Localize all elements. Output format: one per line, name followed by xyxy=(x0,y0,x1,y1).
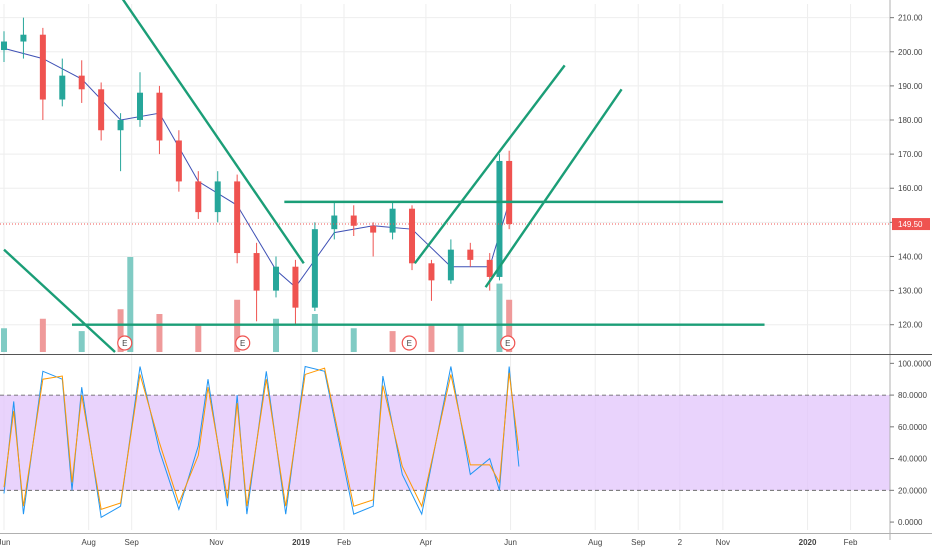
candle-body xyxy=(370,225,377,233)
candle-body xyxy=(175,140,182,182)
volume-bar xyxy=(457,325,464,352)
price-tick-label: 160.00 xyxy=(898,184,923,193)
candle-body xyxy=(98,89,105,131)
volume-bar xyxy=(428,323,435,352)
trendline[interactable] xyxy=(413,64,566,265)
volume-bar xyxy=(496,283,503,352)
stochastic-tick-label: 60.0000 xyxy=(898,423,927,432)
current-price-box[interactable] xyxy=(892,218,930,231)
candle-body xyxy=(195,181,202,213)
candle-body xyxy=(496,160,503,277)
candle-body xyxy=(389,208,396,233)
stochastic-tick-label: 80.0000 xyxy=(898,391,927,400)
time-tick-label: Sep xyxy=(631,538,646,547)
candle-body xyxy=(78,75,85,90)
stochastic-tick-label: 20.0000 xyxy=(898,486,927,495)
time-tick-label: Aug xyxy=(588,538,602,547)
time-tick-label: 2 xyxy=(678,538,683,547)
trendline[interactable] xyxy=(484,88,623,288)
volume-bar xyxy=(39,318,46,352)
trendline[interactable] xyxy=(3,248,116,353)
price-tick-label: 200.00 xyxy=(898,48,923,57)
trendlines[interactable] xyxy=(3,0,765,353)
candle-body xyxy=(117,120,124,131)
time-tick-label: Apr xyxy=(420,538,433,547)
trendline[interactable] xyxy=(89,0,305,264)
candle-body xyxy=(273,266,280,291)
volume-bar xyxy=(117,309,124,352)
earnings-marker-label: E xyxy=(240,339,245,348)
earnings-marker[interactable] xyxy=(500,335,516,351)
candle-body xyxy=(156,92,163,141)
stochastic-line xyxy=(3,367,520,511)
time-tick-label: Nov xyxy=(716,538,730,547)
candle-body xyxy=(214,181,221,213)
time-tick-label: Feb xyxy=(844,538,858,547)
time-tick-label: Jun xyxy=(504,538,517,547)
earnings-marker[interactable] xyxy=(235,335,251,351)
candle-body xyxy=(20,34,27,42)
time-axis[interactable]: Jun Aug Sep Nov 2019 Feb Apr Jun Aug Sep 2 Nov 2020 F… xyxy=(0,538,858,547)
candle-body xyxy=(428,263,435,281)
time-tick-label: 2020 xyxy=(799,538,817,547)
candle-body xyxy=(447,249,454,281)
price-tick-label: 120.00 xyxy=(898,321,923,330)
time-tick-label: Nov xyxy=(209,538,223,547)
earnings-marker-label: E xyxy=(505,339,510,348)
price-tick-label: 210.00 xyxy=(898,14,923,23)
current-price-label: 149.50 xyxy=(898,220,923,229)
price-tick-label: 180.00 xyxy=(898,116,923,125)
overbought-oversold-band xyxy=(0,395,890,491)
candle-body xyxy=(409,208,416,264)
earnings-marker-label: E xyxy=(122,339,127,348)
candle-body xyxy=(137,92,144,120)
earnings-marker[interactable] xyxy=(117,335,133,351)
candle-body xyxy=(331,215,338,230)
price-tick-label: 140.00 xyxy=(898,252,923,261)
volume-bar xyxy=(273,318,280,352)
stochastic-tick-label: 0.0000 xyxy=(898,518,923,527)
stochastic-lines xyxy=(3,365,520,519)
price-tick-label: 190.00 xyxy=(898,82,923,91)
stochastic-tick-label: 40.0000 xyxy=(898,455,927,464)
candle-body xyxy=(253,253,260,291)
volume-bar xyxy=(156,314,163,352)
price-tick-label: 130.00 xyxy=(898,287,923,296)
stochastic-band xyxy=(0,394,890,491)
candle-body xyxy=(292,266,299,308)
volume-bar xyxy=(389,331,396,352)
candle-body xyxy=(467,249,474,260)
time-tick-label: Jun xyxy=(0,538,10,547)
time-tick-label: Sep xyxy=(125,538,140,547)
price-tick-label: 170.00 xyxy=(898,150,923,159)
time-tick-label: Feb xyxy=(337,538,351,547)
volume-bar xyxy=(127,257,134,352)
candle-body xyxy=(234,181,241,254)
candle-body xyxy=(311,229,318,308)
time-tick-label: 2019 xyxy=(292,538,310,547)
candle-body xyxy=(486,259,493,277)
volume-bar xyxy=(195,323,202,352)
volume-bar xyxy=(350,328,357,352)
price-axis[interactable]: 120.00130.00140.00150.00160.00170.00180.… xyxy=(890,14,930,330)
volume-bar xyxy=(1,328,7,352)
stochastic-axis[interactable]: 0.0000 20.0000 40.0000 60.0000 80.0000 100.00… xyxy=(890,359,932,527)
volume-bar xyxy=(78,331,85,352)
earnings-marker[interactable] xyxy=(401,335,417,351)
candle-body xyxy=(506,160,513,225)
candle-body xyxy=(350,215,357,226)
candle-body xyxy=(39,34,46,100)
candlesticks xyxy=(0,17,890,325)
candle-body xyxy=(59,75,66,100)
volume-bar xyxy=(311,314,318,352)
stochastic-tick-label: 100.0000 xyxy=(898,359,932,368)
earnings-marker-label: E xyxy=(407,339,412,348)
time-tick-label: Aug xyxy=(82,538,96,547)
candle-body xyxy=(1,41,7,51)
